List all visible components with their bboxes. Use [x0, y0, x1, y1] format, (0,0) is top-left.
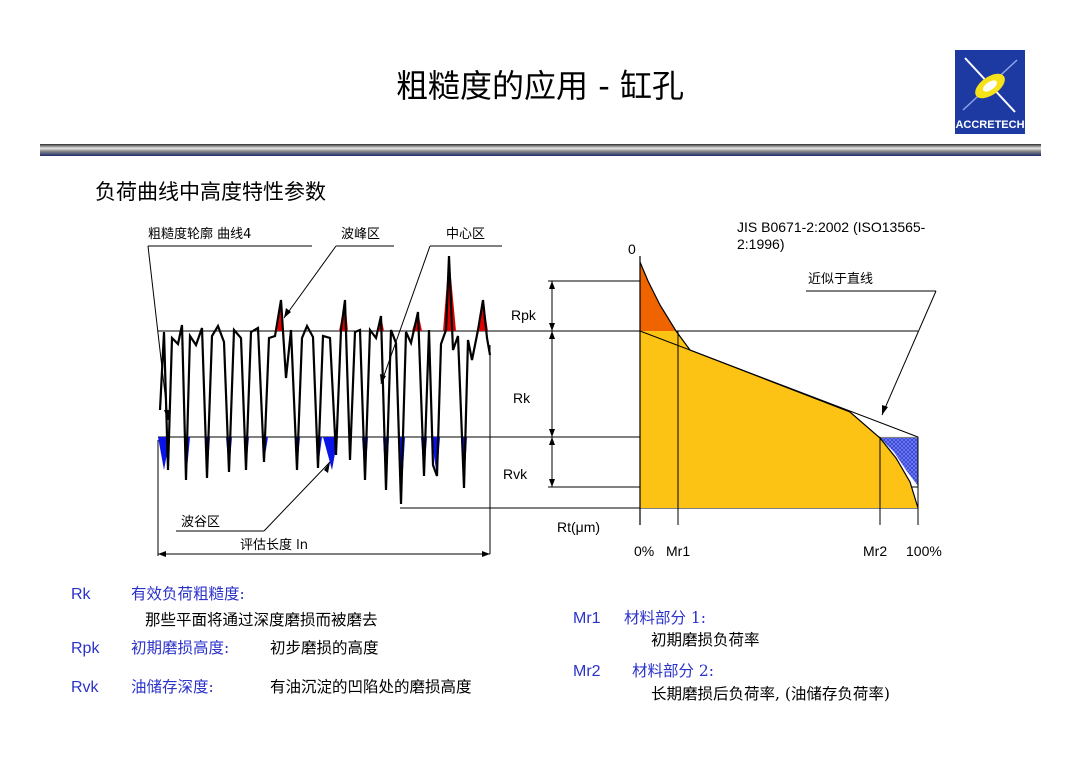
header-divider	[40, 144, 1041, 156]
mr1-desc: 初期磨损负荷率	[651, 631, 760, 649]
mr2-term: Mr2	[573, 663, 601, 680]
valley-zone-label: 波谷区	[181, 515, 220, 530]
mr2-title: 材料部分 2:	[632, 662, 715, 680]
page-title: 粗糙度的应用 - 缸孔	[396, 67, 684, 105]
approx-line-label: 近似于直线	[808, 272, 873, 287]
roughness-profile-line	[158, 255, 492, 505]
rpk-title: 初期磨损高度:	[131, 639, 230, 657]
rpk-label: Rpk	[511, 307, 537, 323]
mr1-term: Mr1	[573, 610, 601, 627]
accretech-logo: ACCRETECH	[955, 50, 1025, 134]
rk-title: 有效负荷粗糙度:	[131, 585, 245, 603]
rvk-term: Rvk	[71, 679, 99, 696]
eval-length-label: 评估长度 ln	[240, 537, 308, 553]
mr2-label: Mr2	[863, 543, 887, 559]
bearing-valley-area	[880, 438, 918, 486]
peak-zone-label: 波峰区	[341, 227, 380, 242]
mr1-label: Mr1	[666, 543, 690, 559]
peak-fills	[277, 256, 488, 331]
mr1-title: 材料部分 1:	[624, 609, 707, 627]
rt-label: Rt(μm)	[557, 519, 600, 535]
standard-line-2: 2:1996)	[737, 236, 784, 252]
rk-label: Rk	[513, 390, 531, 406]
logo-text: ACCRETECH	[955, 119, 1024, 131]
profile-label: 粗糙度轮廓 曲线4	[148, 226, 251, 242]
section-subtitle: 负荷曲线中高度特性参数	[95, 180, 326, 204]
core-zone-label: 中心区	[446, 227, 485, 242]
valley-area-8	[323, 437, 338, 470]
bearing-core-area	[640, 281, 918, 508]
rk-desc: 那些平面将通过深度磨损而被磨去	[145, 611, 378, 629]
rpk-desc: 初步磨损的高度	[270, 639, 379, 657]
standard-line-1: JIS B0671-2:2002 (ISO13565-	[737, 219, 926, 235]
rvk-title: 油储存深度:	[131, 678, 214, 696]
straight-line-approx	[639, 330, 919, 438]
dimension-arrows	[549, 281, 555, 487]
zero-label: 0	[628, 241, 636, 257]
pct100-label: 100%	[906, 543, 942, 559]
rk-term: Rk	[71, 586, 91, 603]
rpk-term: Rpk	[71, 640, 100, 657]
rvk-label: Rvk	[503, 466, 528, 482]
mr2-desc: 长期磨损后负荷率, (油储存负荷率)	[651, 685, 890, 703]
bearing-peak-area	[640, 262, 676, 331]
rvk-desc: 有油沉淀的凹陷处的磨损高度	[270, 678, 472, 696]
pct0-label: 0%	[634, 543, 654, 559]
valley-fills	[158, 437, 467, 504]
bearing-curve-diagram: 粗糙度轮廓 曲线4 波峰区 中心区 Rpk Rk Rvk	[147, 219, 942, 559]
